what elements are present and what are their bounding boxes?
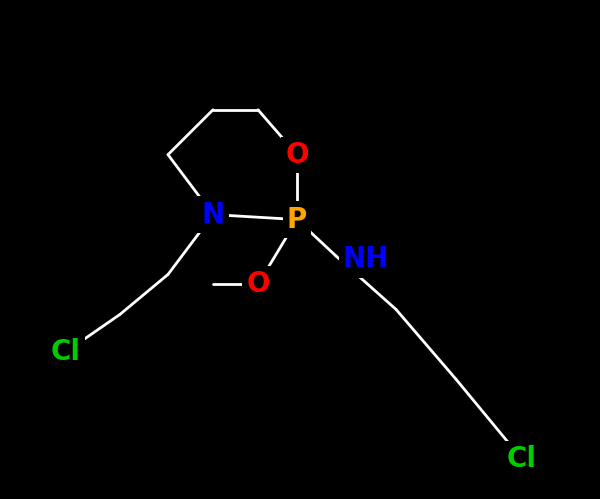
Text: NH: NH <box>343 246 389 273</box>
Text: O: O <box>285 141 309 169</box>
Text: N: N <box>202 201 224 229</box>
Text: Cl: Cl <box>507 445 537 473</box>
Text: P: P <box>287 206 307 234</box>
Text: O: O <box>246 270 270 298</box>
Text: Cl: Cl <box>51 338 81 366</box>
